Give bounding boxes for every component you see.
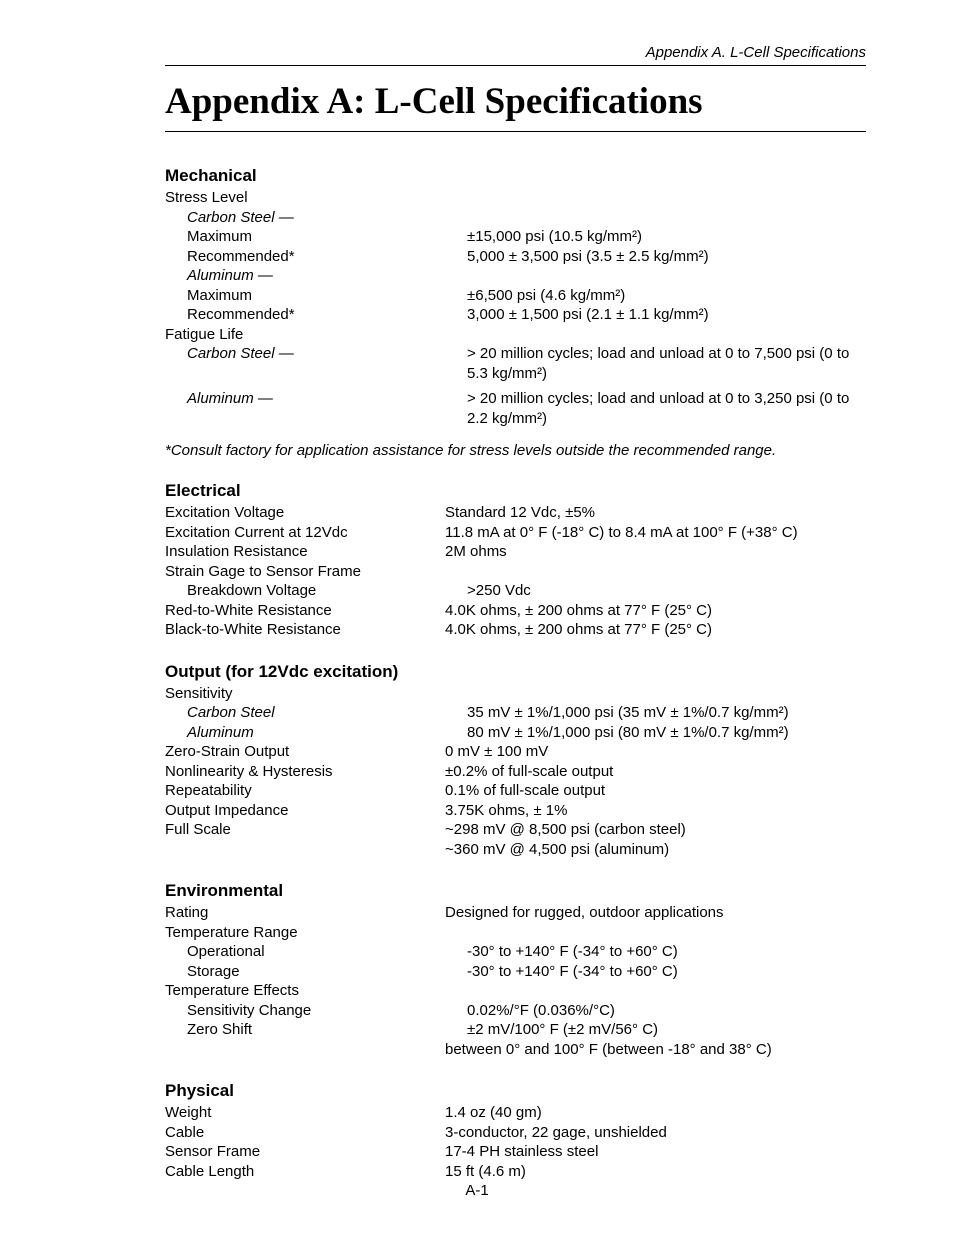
fat-al-value: > 20 million cycles; load and unload at … [467, 389, 866, 428]
rep-label: Repeatability [165, 781, 445, 801]
w-value: 1.4 oz (40 gm) [445, 1103, 866, 1123]
st-value: -30° to +140° F (-34° to +60° C) [467, 962, 866, 982]
op-label: Operational [165, 942, 467, 962]
bw-value: 4.0K ohms, ± 200 ohms at 77° F (25° C) [445, 620, 866, 640]
te-label: Temperature Effects [165, 981, 445, 1001]
st-label: Storage [165, 962, 467, 982]
cs-max-label: Maximum [165, 227, 467, 247]
sens-label: Sensitivity [165, 684, 445, 704]
sens-cs-value: 35 mV ± 1%/1,000 psi (35 mV ± 1%/0.7 kg/… [467, 703, 866, 723]
cs-rec-label: Recommended* [165, 247, 467, 267]
mechanical-section: Mechanical Stress Level Carbon Steel — M… [165, 166, 866, 459]
cs-max-value: ±15,000 psi (10.5 kg/mm²) [467, 227, 866, 247]
c-value: 3-conductor, 22 gage, unshielded [445, 1123, 866, 1143]
c-label: Cable [165, 1123, 445, 1143]
w-label: Weight [165, 1103, 445, 1123]
sc-label: Sensitivity Change [165, 1001, 467, 1021]
rating-value: Designed for rugged, outdoor application… [445, 903, 866, 923]
output-section: Output (for 12Vdc excitation) Sensitivit… [165, 662, 866, 860]
oi-value: 3.75K ohms, ± 1% [445, 801, 866, 821]
cs-rec-value: 5,000 ± 3,500 psi (3.5 ± 2.5 kg/mm²) [467, 247, 866, 267]
fs-label: Full Scale [165, 820, 445, 840]
bd-label: Breakdown Voltage [165, 581, 467, 601]
exc-c-value: 11.8 mA at 0° F (-18° C) to 8.4 mA at 10… [445, 523, 866, 543]
fat-cs-label: Carbon Steel — [165, 344, 467, 383]
page: Appendix A. L-Cell Specifications Append… [0, 0, 954, 1235]
fs-value-1: ~298 mV @ 8,500 psi (carbon steel) [445, 820, 866, 840]
cl-value: 15 ft (4.6 m) [445, 1162, 866, 1182]
nl-value: ±0.2% of full-scale output [445, 762, 866, 782]
rw-label: Red-to-White Resistance [165, 601, 445, 621]
sf-label: Sensor Frame [165, 1142, 445, 1162]
tr-label: Temperature Range [165, 923, 445, 943]
exc-v-label: Excitation Voltage [165, 503, 445, 523]
fat-cs-value: > 20 million cycles; load and unload at … [467, 344, 866, 383]
al-max-value: ±6,500 psi (4.6 kg/mm²) [467, 286, 866, 306]
sc-value: 0.02%/°F (0.036%/°C) [467, 1001, 866, 1021]
cl-label: Cable Length [165, 1162, 445, 1182]
sens-cs-label: Carbon Steel [165, 703, 467, 723]
fat-al-label: Aluminum — [165, 389, 467, 428]
ins-label: Insulation Resistance [165, 542, 445, 562]
bw-label: Black-to-White Resistance [165, 620, 445, 640]
electrical-heading: Electrical [165, 481, 866, 501]
zs-value-1: ±2 mV/100° F (±2 mV/56° C) [467, 1020, 866, 1040]
ins-value: 2M ohms [445, 542, 866, 562]
physical-heading: Physical [165, 1081, 866, 1101]
exc-v-value: Standard 12 Vdc, ±5% [445, 503, 866, 523]
rw-value: 4.0K ohms, ± 200 ohms at 77° F (25° C) [445, 601, 866, 621]
physical-section: Physical Weight1.4 oz (40 gm) Cable3-con… [165, 1081, 866, 1181]
al-rec-label: Recommended* [165, 305, 467, 325]
environmental-section: Environmental RatingDesigned for rugged,… [165, 881, 866, 1059]
mechanical-heading: Mechanical [165, 166, 866, 186]
carbon-steel-label: Carbon Steel — [165, 208, 467, 228]
bd-value: >250 Vdc [467, 581, 866, 601]
al-rec-value: 3,000 ± 1,500 psi (2.1 ± 1.1 kg/mm²) [467, 305, 866, 325]
fs-value-2: ~360 mV @ 4,500 psi (aluminum) [445, 840, 866, 860]
rep-value: 0.1% of full-scale output [445, 781, 866, 801]
sens-al-label: Aluminum [165, 723, 467, 743]
nl-label: Nonlinearity & Hysteresis [165, 762, 445, 782]
fatigue-label: Fatigue Life [165, 325, 445, 345]
output-heading: Output (for 12Vdc excitation) [165, 662, 866, 682]
aluminum-label: Aluminum — [165, 266, 467, 286]
al-max-label: Maximum [165, 286, 467, 306]
zero-value: 0 mV ± 100 mV [445, 742, 866, 762]
zero-label: Zero-Strain Output [165, 742, 445, 762]
running-header: Appendix A. L-Cell Specifications [165, 44, 866, 66]
zs-value-2: between 0° and 100° F (between -18° and … [445, 1040, 866, 1060]
zs-label: Zero Shift [165, 1020, 467, 1040]
sf-value: 17-4 PH stainless steel [445, 1142, 866, 1162]
mechanical-footnote: *Consult factory for application assista… [165, 442, 866, 459]
page-title: Appendix A: L-Cell Specifications [165, 80, 866, 132]
sens-al-value: 80 mV ± 1%/1,000 psi (80 mV ± 1%/0.7 kg/… [467, 723, 866, 743]
exc-c-label: Excitation Current at 12Vdc [165, 523, 445, 543]
stress-level-label: Stress Level [165, 188, 445, 208]
sg-label: Strain Gage to Sensor Frame [165, 562, 445, 582]
oi-label: Output Impedance [165, 801, 445, 821]
page-number: A-1 [0, 1182, 954, 1199]
electrical-section: Electrical Excitation VoltageStandard 12… [165, 481, 866, 640]
rating-label: Rating [165, 903, 445, 923]
op-value: -30° to +140° F (-34° to +60° C) [467, 942, 866, 962]
environmental-heading: Environmental [165, 881, 866, 901]
